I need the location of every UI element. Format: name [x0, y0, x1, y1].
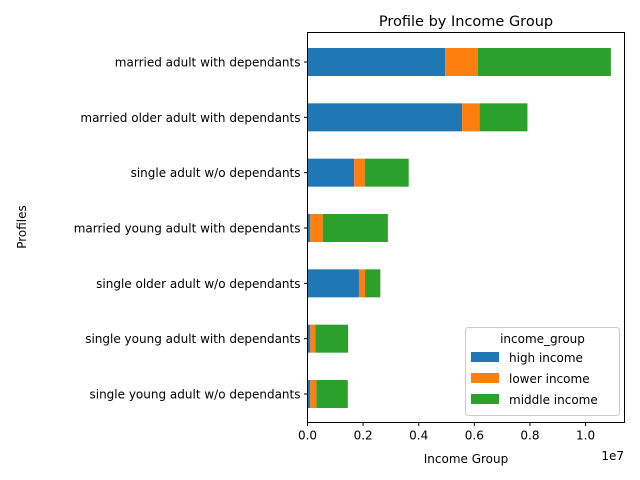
bar-lower-income-3	[310, 214, 323, 242]
bar-high-income-4	[307, 269, 359, 298]
bar-high-income-3	[307, 214, 311, 242]
bar-lower-income-2	[354, 158, 365, 187]
legend-swatch-lower-income	[471, 373, 499, 383]
legend-title: income_group	[500, 332, 585, 346]
y-tick-label-3: married young adult with dependants	[74, 222, 301, 236]
bar-middle-income-2	[364, 158, 409, 187]
bar-middle-income-0	[477, 48, 611, 76]
x-tick-label-3: 0.6	[465, 429, 484, 443]
legend: income_group high income lower income midd…	[465, 327, 620, 416]
x-axis-ticks: 0.0 0.2 0.4 0.6 0.8 1.0	[298, 422, 595, 443]
legend-items: high income lower income middle income	[471, 351, 598, 407]
legend-box	[465, 327, 620, 416]
y-tick-label-1: married older adult with dependants	[80, 111, 300, 125]
bar-lower-income-1	[462, 103, 480, 132]
bar-lower-income-5	[310, 324, 316, 353]
y-axis-label: Profiles	[15, 205, 29, 249]
bar-middle-income-3	[322, 214, 388, 242]
x-tick-label-5: 1.0	[576, 429, 595, 443]
bar-high-income-5	[307, 324, 311, 353]
bar-middle-income-5	[315, 324, 349, 353]
y-tick-label-2: single adult w/o dependants	[131, 166, 301, 180]
plot-frame	[307, 32, 625, 423]
bar-high-income-2	[307, 158, 355, 187]
y-tick-label-0: married adult with dependants	[115, 56, 301, 70]
legend-label-middle-income: middle income	[509, 393, 598, 407]
y-axis-ticks: married adult with dependants married old…	[74, 56, 308, 402]
legend-swatch-high-income	[471, 352, 499, 362]
y-tick-label-4: single older adult w/o dependants	[96, 277, 300, 291]
bar-high-income-6	[307, 380, 311, 408]
x-tick-label-4: 0.8	[520, 429, 539, 443]
bar-lower-income-4	[358, 269, 366, 298]
x-tick-label-0: 0.0	[298, 429, 317, 443]
x-tick-label-2: 0.4	[409, 429, 428, 443]
bar-middle-income-4	[365, 269, 381, 298]
bar-high-income-1	[307, 103, 463, 132]
bars-group	[307, 48, 611, 408]
bar-middle-income-1	[479, 103, 528, 132]
chart-title: Profile by Income Group	[379, 14, 553, 30]
y-tick-label-6: single young adult w/o dependants	[89, 388, 300, 402]
legend-swatch-middle-income	[471, 394, 499, 404]
legend-label-high-income: high income	[509, 351, 583, 365]
legend-label-lower-income: lower income	[509, 372, 590, 386]
x-axis-label: Income Group	[424, 452, 509, 466]
y-tick-label-5: single young adult with dependants	[85, 332, 300, 346]
x-tick-label-1: 0.2	[354, 429, 373, 443]
bar-high-income-0	[307, 48, 446, 76]
x-axis-offset-label: 1e7	[601, 449, 624, 463]
bar-lower-income-6	[310, 380, 317, 408]
bar-lower-income-0	[445, 48, 478, 76]
bar-middle-income-6	[316, 380, 348, 408]
